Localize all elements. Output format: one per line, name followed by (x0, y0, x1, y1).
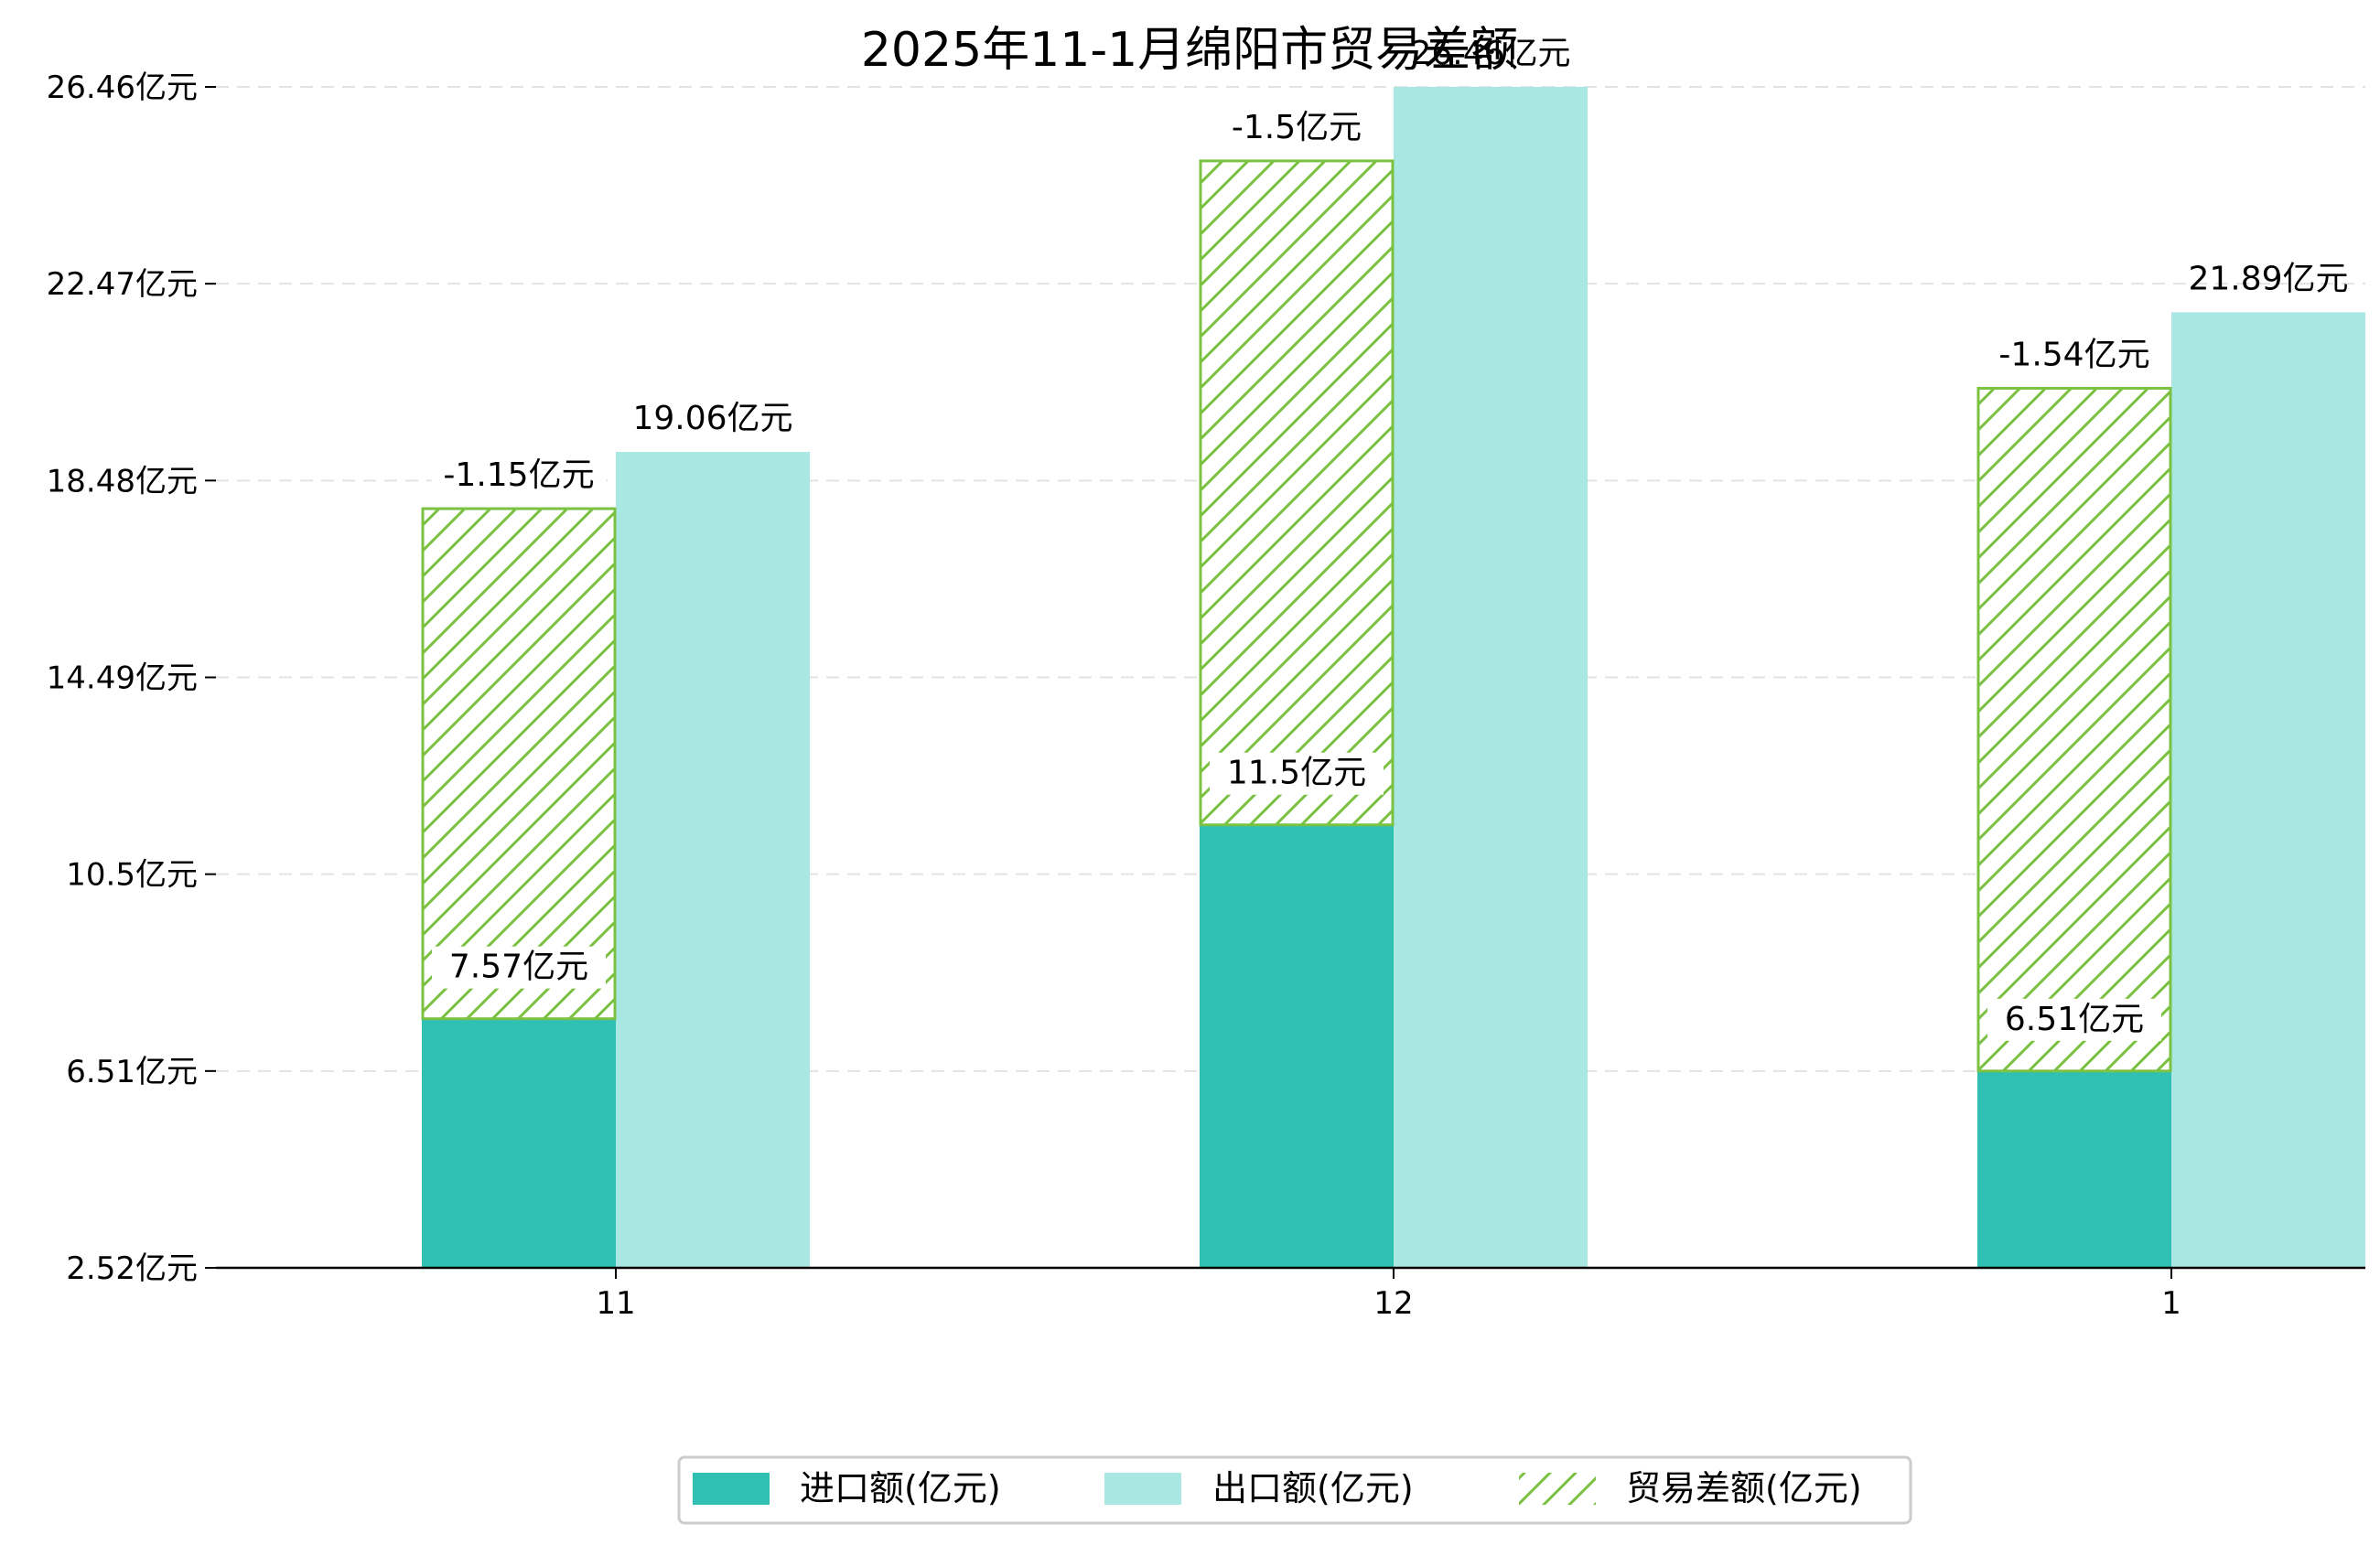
data-label-balance: -1.54亿元 (1998, 336, 2149, 373)
y-tick-label: 2.52亿元 (66, 1250, 198, 1287)
bar-imports (1977, 1070, 2171, 1268)
legend-swatch-balance (1519, 1473, 1596, 1505)
data-label-imports: 7.57亿元 (449, 949, 588, 986)
data-label-balance: -1.5亿元 (1232, 109, 1362, 146)
axes: 2.52亿元 6.51亿元 10.5亿元 14.49亿元 18.48亿元 22.47亿元 2… (47, 70, 2365, 1322)
data-label-imports: 11.5亿元 (1227, 755, 1366, 792)
x-tick-label: 12 (1373, 1285, 1413, 1322)
data-label-imports: 6.51亿元 (2005, 1001, 2144, 1038)
bar-exports (1394, 87, 1588, 1268)
y-tick-label: 22.47亿元 (47, 266, 198, 303)
bar-imports (422, 1018, 616, 1268)
data-label-bg (432, 455, 606, 498)
legend-swatch-exports (1104, 1473, 1181, 1505)
data-label-exports: 26.46亿元 (1410, 35, 1570, 72)
bar-balance (1976, 386, 2172, 1073)
bar-group (421, 87, 2365, 1268)
y-tick-label: 18.48亿元 (47, 463, 198, 499)
data-label-balance: -1.15亿元 (443, 456, 594, 494)
y-tick-label: 26.46亿元 (47, 70, 198, 106)
legend-frame (677, 1455, 1912, 1525)
bar-imports (1200, 824, 1394, 1268)
legend-label-imports: 进口额(亿元) (800, 1468, 1001, 1508)
data-label-exports: 19.06亿元 (632, 400, 792, 437)
legend: 进口额(亿元) 出口额(亿元) 贸易差额(亿元) (677, 1455, 1912, 1525)
legend-swatch-imports (693, 1473, 770, 1505)
x-tick-label: 1 (2161, 1285, 2181, 1322)
data-label-exports: 21.89亿元 (2188, 260, 2348, 297)
bar-balance (421, 507, 617, 1021)
y-tick-label: 14.49亿元 (47, 660, 198, 697)
bar-balance (1199, 159, 1395, 827)
chart-title: 2025年11-1月绵阳市贸易差额 (861, 23, 1518, 78)
data-label-bg (432, 946, 606, 989)
data-label-bg (1210, 106, 1384, 149)
x-tick-label: 11 (596, 1285, 635, 1322)
data-label-bg (1987, 998, 2161, 1041)
legend-label-balance: 贸易差额(亿元) (1626, 1468, 1862, 1508)
data-label-bg (1210, 752, 1384, 795)
legend-label-exports: 出口额(亿元) (1212, 1468, 1414, 1508)
bar-exports (616, 452, 810, 1268)
y-tick-label: 10.5亿元 (66, 857, 198, 894)
data-label-bg (1987, 334, 2161, 377)
data-labels: 7.57亿元 -1.15亿元 19.06亿元 11.5亿元 -1.5亿元 26.46亿元 6… (432, 35, 2349, 1041)
y-tick-label: 6.51亿元 (66, 1054, 198, 1090)
bar-exports (2171, 312, 2365, 1268)
